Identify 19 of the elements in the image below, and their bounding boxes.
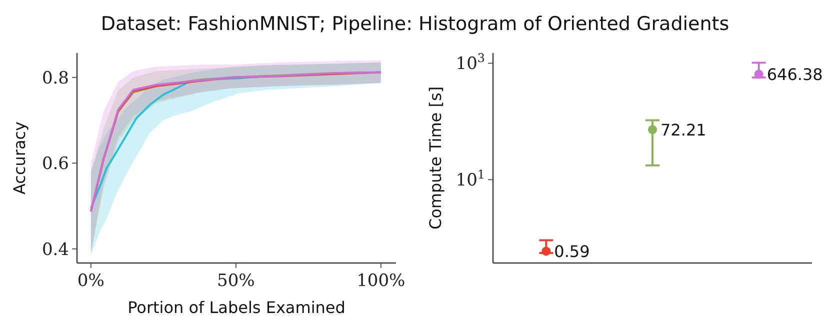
y-tick-label: 10$^{1}$	[456, 168, 485, 191]
y-tick-label: 10$^{3}$	[456, 51, 485, 74]
point	[754, 70, 764, 79]
x-axis-title: Portion of Labels Examined	[128, 298, 346, 317]
data-label: 72.21	[660, 120, 706, 140]
data-label: 646.38	[766, 64, 823, 84]
line-series	[90, 71, 382, 213]
point	[648, 125, 657, 134]
chart-title: Dataset: FashionMNIST; Pipeline: Histogram of Oriented Gradients	[100, 13, 730, 35]
y-axis-title: Accuracy	[10, 121, 29, 195]
x-tick-label: 50%	[217, 271, 255, 291]
y-tick-label: 0.6	[42, 154, 69, 174]
data-label: 0.59	[554, 242, 590, 261]
y-tick-label: 0.8	[42, 68, 69, 88]
x-tick-label: 0%	[77, 271, 104, 291]
y-tick-label: 0.4	[42, 240, 69, 260]
x-tick-label: 100%	[356, 271, 406, 291]
y-axis-title: Compute Time [s]	[426, 86, 445, 230]
point	[542, 246, 551, 256]
